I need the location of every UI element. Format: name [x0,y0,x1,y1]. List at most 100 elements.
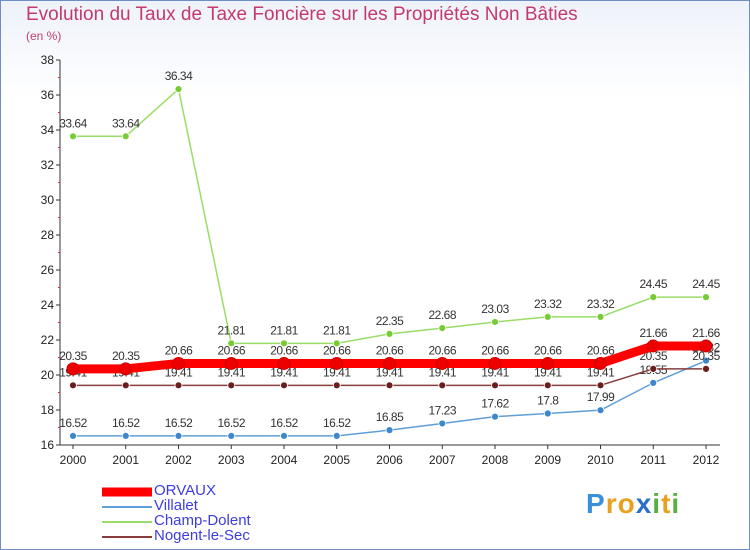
champ-dolent-point [174,85,183,93]
villalet-data-label: 17.8 [537,394,559,408]
nogent-le-sec-data-label: 19.41 [534,365,562,379]
y-tick-label: 34 [41,123,55,137]
y-tick-label: 16 [41,438,55,452]
chart-unit: (en %) [26,29,62,43]
villalet-point [174,431,183,440]
nogent-le-sec-point [491,381,499,390]
orvaux-point [172,356,185,370]
logo-letter: P [586,488,606,519]
y-tick-label: 24 [41,298,55,312]
villalet-point [280,431,288,440]
orvaux-data-label: 21.66 [639,326,667,340]
nogent-le-sec-point [438,381,447,390]
nogent-le-sec-point [332,381,341,390]
champ-dolent-data-label: 24.45 [692,277,720,291]
villalet-data-label: 16.52 [59,416,87,430]
nogent-le-sec-point [280,381,288,390]
orvaux-point [119,362,133,376]
logo-letter: r [605,488,618,519]
nogent-le-sec-data-label: 19.41 [217,365,245,379]
villalet-data-label: 16.52 [165,416,193,430]
champ-dolent-point [649,293,658,302]
y-tick-label: 38 [41,53,55,67]
villalet-data-label: 17.99 [587,390,615,404]
logo-letter: i [671,488,681,519]
nogent-le-sec-data-label: 19.41 [165,365,193,379]
villalet-point [227,431,236,440]
orvaux-data-label: 20.66 [534,343,562,357]
champ-dolent-point [227,339,236,348]
orvaux-point [277,356,291,370]
legend-label-orvaux: ORVAUX [154,482,216,499]
x-tick-label: 2010 [587,453,614,467]
nogent-le-sec-data-label: 19.41 [587,365,615,379]
orvaux-data-label: 21.66 [692,326,720,340]
champ-dolent-data-label: 23.32 [587,297,615,311]
champ-dolent-point [543,312,552,321]
nogent-le-sec-data-label: 19.41 [323,365,351,379]
villalet-point [69,431,77,440]
champ-dolent-point [69,132,77,141]
orvaux-data-label: 20.35 [59,349,87,363]
villalet-point [438,419,447,428]
nogent-le-sec-point [543,381,552,390]
x-tick-label: 2008 [482,453,509,467]
orvaux-point [541,356,555,370]
champ-dolent-point [702,293,710,302]
champ-dolent-data-label: 22.68 [428,308,456,322]
x-tick-label: 2007 [429,453,456,467]
orvaux-point [383,356,396,370]
orvaux-data-label: 20.35 [112,349,140,363]
champ-dolent-data-label: 23.03 [481,302,509,316]
villalet-point [121,431,130,440]
villalet-data-label: 16.52 [270,416,298,430]
legend-label-champ-dolent: Champ-Dolent [154,512,251,529]
villalet-point [385,426,394,435]
villalet-data-label: 16.52 [323,416,351,430]
champ-dolent-data-label: 24.45 [639,277,667,291]
villalet-point [596,406,605,415]
y-tick-label: 32 [41,158,55,172]
nogent-le-sec-data-label: 19.41 [428,365,456,379]
logo-letter: o [617,488,636,519]
orvaux-point [224,356,238,370]
nogent-le-sec-point [121,381,130,390]
champ-dolent-data-label: 33.64 [59,116,87,130]
villalet-data-label: 16.52 [112,416,140,430]
legend-label-villalet: Villalet [154,497,198,514]
y-tick-label: 36 [41,88,55,102]
champ-dolent-data-label: 21.81 [217,323,245,337]
x-tick-label: 2009 [534,453,561,467]
champ-dolent-point [438,324,447,333]
orvaux-data-label: 20.66 [217,343,245,357]
champ-dolent-point [491,318,499,326]
nogent-le-sec-data-label: 19.41 [481,365,509,379]
orvaux-data-label: 20.66 [587,343,615,357]
nogent-le-sec-data-label: 19.41 [270,365,298,379]
chart-title: Evolution du Taux de Taxe Foncière sur l… [26,4,578,25]
x-tick-label: 2002 [165,453,192,467]
logo-letter: i [652,488,662,519]
y-tick-label: 26 [41,263,55,277]
y-tick-label: 28 [41,228,55,242]
champ-dolent-point [596,312,605,321]
champ-dolent-data-label: 36.34 [165,69,193,83]
orvaux-data-label: 20.66 [428,343,456,357]
proxiti-logo: Proxiti [586,488,680,520]
orvaux-data-label: 20.66 [376,343,404,357]
champ-dolent-data-label: 21.81 [323,323,351,337]
villalet-point [543,409,552,418]
villalet-data-label: 17.23 [428,403,456,417]
y-tick-label: 30 [41,193,55,207]
villalet-data-label: 16.52 [217,416,245,430]
nogent-le-sec-point [385,381,394,390]
orvaux-data-label: 20.66 [481,343,509,357]
villalet-point [649,378,658,387]
orvaux-point [594,356,607,370]
nogent-le-sec-point [649,364,658,373]
orvaux-point [488,356,502,370]
champ-dolent-point [332,339,341,348]
champ-dolent-point [121,132,130,141]
